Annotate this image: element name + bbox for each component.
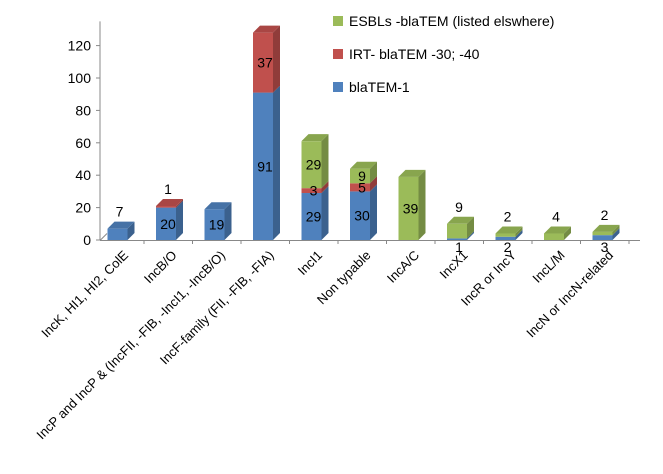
- x-tick-label: IncP and IncP & (IncFII, -FIB, -IncI1, -…: [33, 248, 228, 443]
- data-label: 91: [257, 158, 273, 174]
- data-label: 1: [164, 181, 172, 197]
- data-label: 2: [601, 207, 609, 223]
- bar-side: [419, 170, 426, 240]
- legend-swatch: [333, 82, 343, 92]
- bar-side: [273, 26, 280, 93]
- data-label: 9: [455, 199, 463, 215]
- data-label: 3: [310, 183, 318, 199]
- bar-stack: [447, 217, 474, 240]
- y-tick-label: 20: [75, 200, 91, 216]
- y-tick-label: 100: [68, 70, 92, 86]
- data-label: 4: [552, 209, 560, 225]
- x-tick-label: IncK, HI1, HI2, ColE: [38, 247, 131, 340]
- legend-item: IRT- blaTEM -30; -40: [333, 46, 480, 62]
- data-label: 3: [601, 239, 609, 255]
- y-tick-label: 120: [68, 38, 92, 54]
- y-tick-label: 0: [83, 232, 91, 248]
- legend-swatch: [333, 49, 343, 59]
- x-tick-label: IncL/M: [529, 248, 567, 286]
- y-tick-label: 80: [75, 102, 91, 118]
- x-tick-label: IncB/O: [141, 248, 180, 287]
- bar-segment: [544, 234, 564, 240]
- bar-segment: [593, 232, 613, 235]
- data-label: 19: [209, 217, 225, 233]
- data-label: 20: [160, 216, 176, 232]
- legend-swatch: [333, 16, 343, 26]
- data-label: 1: [455, 239, 463, 255]
- bar-segment: [108, 229, 128, 240]
- bar-segment: [156, 206, 176, 208]
- data-label: 30: [354, 208, 370, 224]
- x-tick-label: IncX1: [437, 248, 471, 282]
- y-tick-label: 60: [75, 135, 91, 151]
- bar-segment: [496, 234, 516, 237]
- x-tick-label: IncA/C: [384, 248, 422, 286]
- legend-label: ESBLs -blaTEM (listed elswhere): [349, 13, 554, 29]
- x-tick-label: IncN or IncN-related: [523, 248, 616, 341]
- x-tick-label: IncI1: [295, 248, 326, 279]
- data-label: 9: [358, 168, 366, 184]
- data-label: 29: [306, 209, 322, 225]
- legend-item: blaTEM-1: [333, 79, 410, 95]
- data-label: 37: [257, 55, 273, 71]
- bar-side: [370, 184, 377, 240]
- data-label: 29: [306, 157, 322, 173]
- legend-label: blaTEM-1: [349, 79, 410, 95]
- data-label: 2: [504, 209, 512, 225]
- bar-stack: [544, 227, 571, 240]
- y-tick-label: 40: [75, 167, 91, 183]
- bar-stack: [108, 222, 135, 240]
- floor-edge: [100, 234, 107, 241]
- bar-segment: [447, 224, 467, 239]
- data-label: 2: [504, 239, 512, 255]
- legend-label: IRT- blaTEM -30; -40: [349, 46, 480, 62]
- bar-side: [322, 186, 329, 240]
- bar-stack: [496, 227, 523, 240]
- data-label: 7: [116, 204, 124, 220]
- data-label: 39: [403, 200, 419, 216]
- bar-stack: [593, 225, 620, 240]
- bar-side: [273, 86, 280, 240]
- legend-item: ESBLs -blaTEM (listed elswhere): [333, 13, 554, 29]
- legend: ESBLs -blaTEM (listed elswhere) IRT- blaT…: [333, 13, 554, 95]
- bar-side: [322, 134, 329, 188]
